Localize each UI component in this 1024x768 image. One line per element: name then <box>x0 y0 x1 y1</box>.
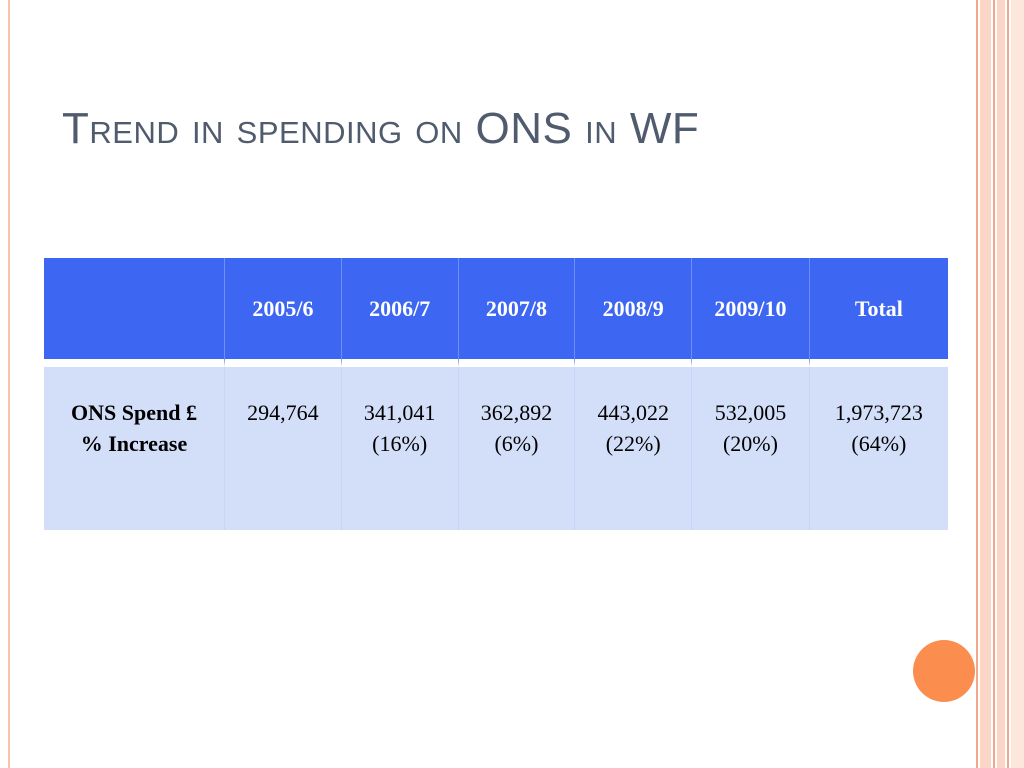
increase-value: (16%) <box>372 431 428 456</box>
slide-left-border <box>8 0 975 768</box>
header-cell-2008-9: 2008/9 <box>575 258 693 367</box>
increase-value: (22%) <box>605 431 661 456</box>
stripe <box>993 0 995 768</box>
decorative-stripes <box>976 0 1024 768</box>
table-cell: 443,022 (22%) <box>575 367 693 530</box>
stripe <box>980 0 991 768</box>
increase-value: (6%) <box>494 431 539 456</box>
header-cell-2009-10: 2009/10 <box>692 258 810 367</box>
table-cell: 341,041 (16%) <box>341 367 459 530</box>
decorative-circle <box>913 640 975 702</box>
header-cell-2007-8: 2007/8 <box>458 258 576 367</box>
header-cell-empty <box>44 258 225 367</box>
spending-table: 2005/6 2006/7 2007/8 2008/9 2009/10 Tota… <box>44 258 948 530</box>
row-label-line2: % Increase <box>80 431 188 456</box>
table-cell: 362,892 (6%) <box>458 367 576 530</box>
stripe <box>1011 0 1024 768</box>
spend-value: 532,005 <box>714 400 787 425</box>
spend-value: 341,041 <box>363 400 436 425</box>
header-cell-2005-6: 2005/6 <box>225 258 342 367</box>
slide-title: Trend in spending on ONS in WF <box>62 104 700 153</box>
table-header-row: 2005/6 2006/7 2007/8 2008/9 2009/10 Tota… <box>44 258 948 367</box>
header-cell-2006-7: 2006/7 <box>341 258 459 367</box>
spend-value: 443,022 <box>597 400 669 425</box>
stripe <box>997 0 1005 768</box>
increase-value: (64%) <box>851 431 907 456</box>
table-cell: 532,005 (20%) <box>692 367 810 530</box>
row-label-line1: ONS Spend £ <box>71 400 197 425</box>
table-cell: 294,764 <box>225 367 342 530</box>
header-cell-total: Total <box>809 258 948 367</box>
spend-value: 294,764 <box>247 400 319 425</box>
spend-value: 362,892 <box>480 400 553 425</box>
stripe <box>976 0 978 768</box>
row-label: ONS Spend £ % Increase <box>44 367 225 530</box>
table-row: ONS Spend £ % Increase 294,764 341,041 (… <box>44 367 948 530</box>
table-cell: 1,973,723 (64%) <box>809 367 948 530</box>
stripe <box>1007 0 1009 768</box>
increase-value: (20%) <box>722 431 778 456</box>
spend-value: 1,973,723 <box>834 400 923 425</box>
